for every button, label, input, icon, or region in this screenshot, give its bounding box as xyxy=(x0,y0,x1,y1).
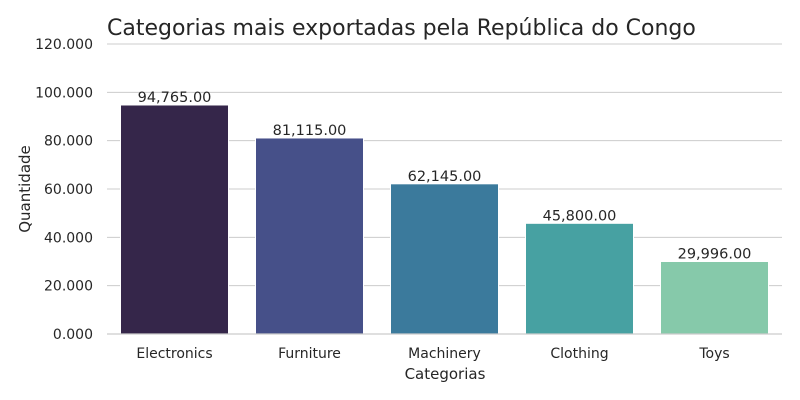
y-tick-labels: 0.000 20.000 40.000 60.000 80.000 100.000 120.… xyxy=(35,37,93,343)
y-tick-label: 60.000 xyxy=(44,182,93,198)
y-tick-label: 40.000 xyxy=(44,230,93,246)
y-tick-label: 80.000 xyxy=(44,134,93,150)
chart-title: Categorias mais exportadas pela Repúblic… xyxy=(107,16,696,41)
x-tick-label: Furniture xyxy=(278,346,341,362)
data-label: 29,996.00 xyxy=(678,247,752,263)
data-label: 62,145.00 xyxy=(408,169,482,185)
bar-machinery xyxy=(391,184,499,334)
y-tick-label: 100.000 xyxy=(35,85,93,101)
data-label: 45,800.00 xyxy=(543,208,617,224)
x-tick-labels: Electronics Furniture Machinery Clothing Toy… xyxy=(136,346,729,362)
x-axis-label: Categorias xyxy=(405,365,486,383)
x-tick-label: Toys xyxy=(698,346,729,362)
bars xyxy=(121,105,769,334)
y-tick-label: 0.000 xyxy=(53,327,93,343)
bar-toys xyxy=(661,262,769,334)
x-tick-label: Electronics xyxy=(136,346,212,362)
data-label: 94,765.00 xyxy=(138,90,212,106)
bar-furniture xyxy=(256,138,364,334)
y-axis-label: Quantidade xyxy=(16,145,34,233)
x-tick-label: Clothing xyxy=(550,346,608,362)
x-tick-label: Machinery xyxy=(408,346,481,362)
bar-clothing xyxy=(526,223,634,334)
y-tick-label: 120.000 xyxy=(35,37,93,53)
data-label: 81,115.00 xyxy=(273,123,347,139)
bar-electronics xyxy=(121,105,229,334)
y-tick-label: 20.000 xyxy=(44,279,93,295)
